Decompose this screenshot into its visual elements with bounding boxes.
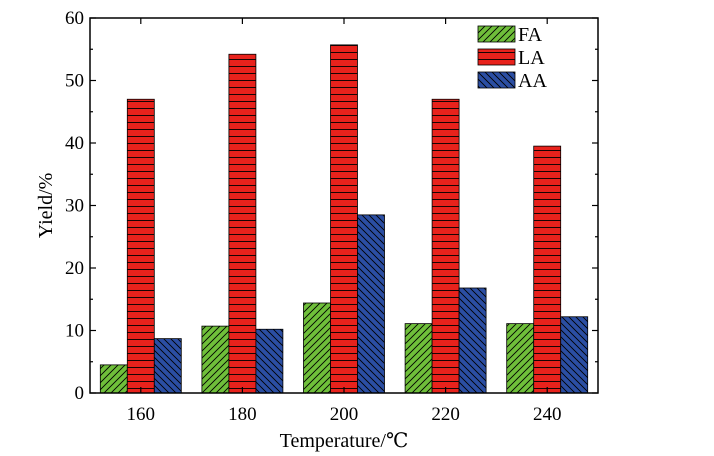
bar-aa-200	[357, 214, 385, 394]
legend-label-aa: AA	[518, 70, 547, 92]
x-tick-label: 160	[127, 404, 156, 425]
legend-label-la: LA	[518, 47, 545, 69]
bar-fa-160	[99, 364, 128, 394]
bar-aa-240	[560, 316, 589, 394]
x-axis-title: Temperature/℃	[280, 430, 409, 452]
x-tick-label: 240	[533, 404, 562, 425]
legend-swatch-fa	[477, 25, 516, 43]
x-tick-label: 200	[330, 404, 359, 425]
bar-la-200	[330, 44, 358, 394]
bar-la-240	[533, 145, 562, 394]
x-axis: 160 180 200 220 240	[127, 18, 562, 425]
legend-swatch-la	[477, 48, 516, 66]
bar-aa-160	[153, 338, 182, 394]
y-axis: 0 10 20 30 40 50 60	[65, 8, 598, 404]
y-tick-label: 40	[65, 133, 84, 154]
legend-swatch-aa	[477, 71, 516, 89]
bar-fa-240	[506, 323, 535, 394]
bar-fa-220	[404, 323, 433, 394]
x-tick-label: 180	[228, 404, 257, 425]
bars-group	[99, 44, 589, 394]
x-tick-label: 220	[431, 404, 460, 425]
bar-fa-180	[201, 325, 230, 394]
y-tick-label: 30	[65, 196, 84, 217]
bar-fa-200	[303, 302, 331, 394]
y-tick-label: 0	[75, 383, 85, 404]
bar-aa-180	[255, 328, 284, 394]
legend-label-fa: FA	[518, 24, 543, 46]
bar-la-160	[126, 98, 155, 394]
bar-la-220	[431, 98, 460, 394]
bar-la-180	[228, 53, 257, 394]
bar-aa-220	[458, 287, 487, 394]
y-tick-label: 60	[65, 8, 84, 29]
y-tick-label: 10	[65, 321, 84, 342]
y-axis-title: Yield/%	[35, 173, 57, 239]
y-tick-label: 50	[65, 71, 84, 92]
y-tick-label: 20	[65, 258, 84, 279]
